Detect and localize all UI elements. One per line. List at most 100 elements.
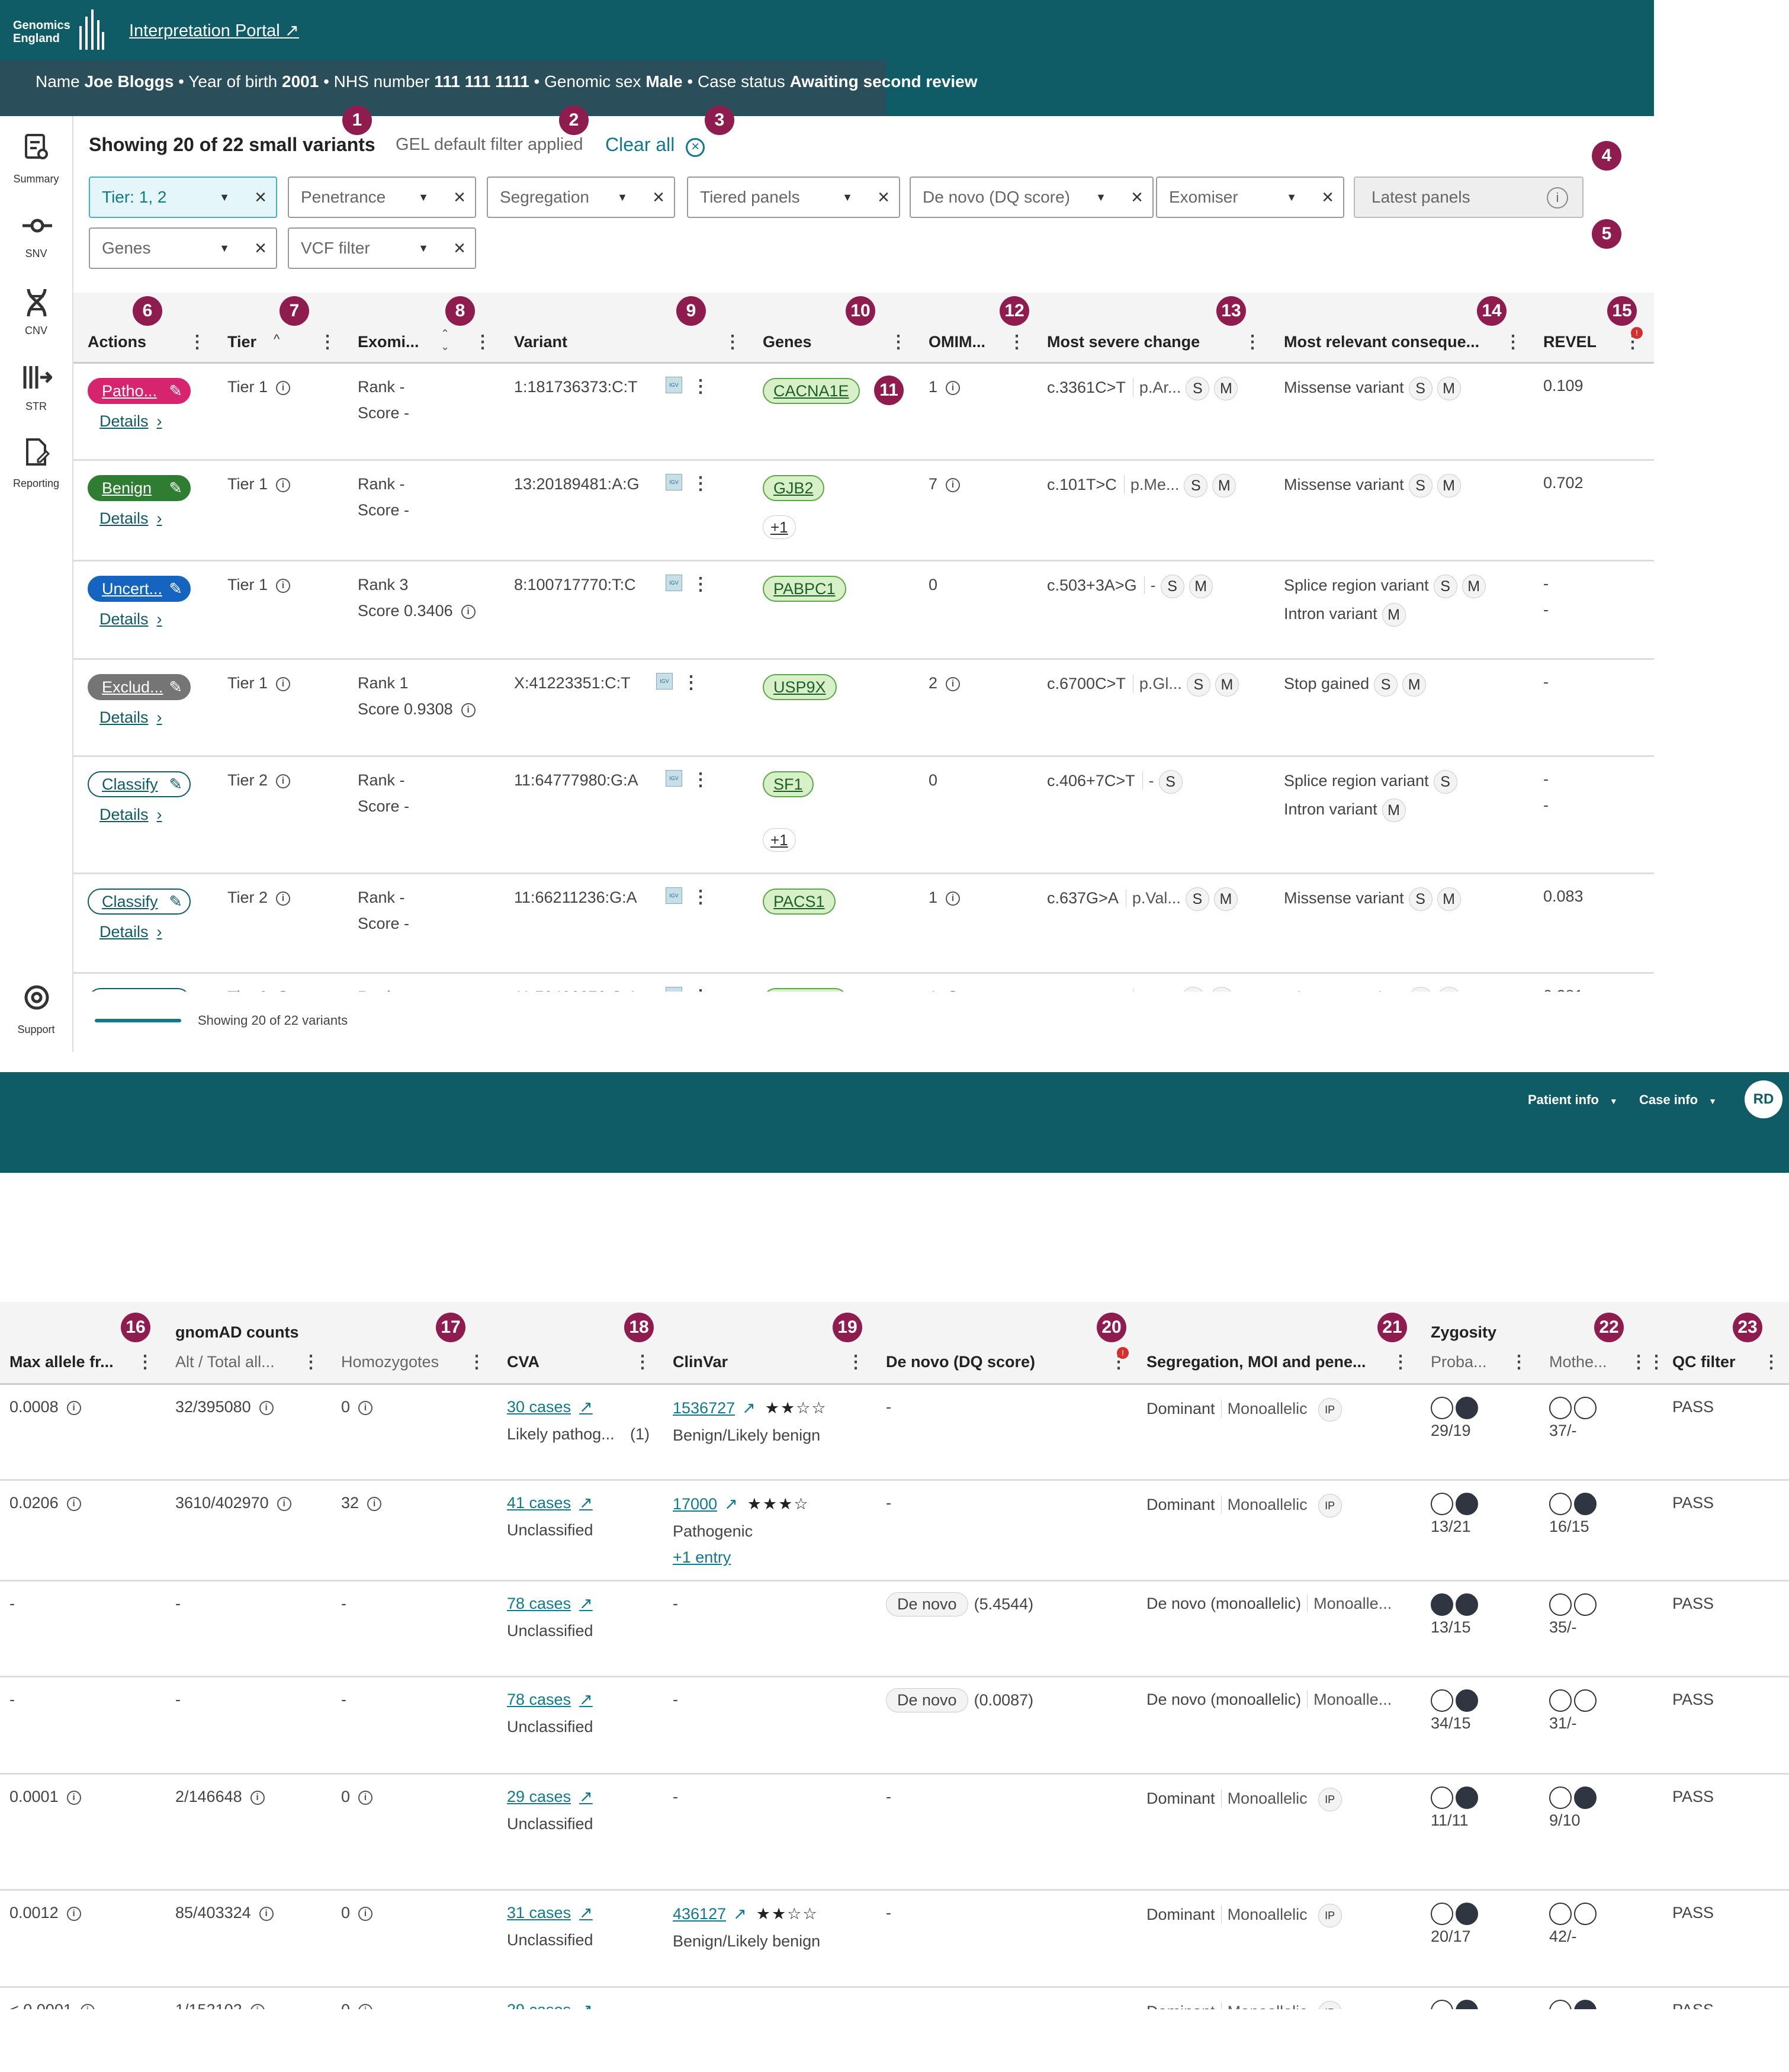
details-link[interactable]: Details › [99, 610, 162, 628]
classify-button[interactable]: Classify✎ [88, 889, 191, 915]
genomics-england-logo[interactable]: Genomics England [13, 8, 104, 52]
variant-id[interactable]: X:41223351:C:T [514, 674, 631, 692]
info-icon[interactable]: i [80, 2003, 95, 2009]
variant-id[interactable]: 11:64777980:G:A [514, 771, 638, 789]
gene-pill[interactable]: SHANK2 [763, 988, 849, 992]
details-link[interactable]: Details › [99, 923, 162, 941]
variant-id[interactable]: 13:20189481:A:G [514, 475, 640, 493]
info-icon[interactable]: i [946, 891, 961, 906]
column-menu-icon[interactable]: ⋮ [319, 332, 336, 352]
col-segregation[interactable]: Segregation, MOI and pene... [1146, 1353, 1366, 1371]
info-icon[interactable]: i [276, 676, 291, 691]
info-icon[interactable]: i [946, 990, 961, 992]
col-cva[interactable]: CVA [507, 1353, 540, 1371]
clinvar-more-link[interactable]: +1 entry [673, 1548, 731, 1566]
col-max-allele-freq[interactable]: Max allele fr... [9, 1353, 114, 1371]
details-link[interactable]: Details › [99, 509, 162, 528]
info-icon[interactable]: i [367, 1496, 382, 1511]
column-menu-icon[interactable]: ⋮ [889, 332, 907, 352]
variant-menu-icon[interactable]: ⋮ [682, 673, 700, 692]
classify-button[interactable]: Classify✎ [88, 771, 191, 797]
sidebar-item-summary[interactable]: Summary [0, 134, 72, 193]
info-icon[interactable]: i [259, 1400, 274, 1415]
cva-link[interactable]: 41 cases ↗ [507, 1494, 593, 1512]
interpretation-portal-link[interactable]: Interpretation Portal ↗ [129, 20, 299, 41]
close-icon[interactable]: × [1322, 186, 1334, 209]
clinvar-link[interactable]: 1536727 ↗ ★★☆☆ [673, 1399, 827, 1417]
filter-tiered-panels[interactable]: Tiered panels ▼ × [687, 177, 900, 218]
col-revel[interactable]: REVEL [1543, 333, 1597, 351]
variant-id[interactable]: 11:70486376:G:A [514, 988, 638, 992]
col-homozygotes[interactable]: Homozygotes [341, 1353, 439, 1371]
info-icon[interactable]: i [66, 1790, 81, 1805]
more-genes-pill[interactable]: +1 [763, 515, 796, 539]
igv-icon[interactable]: IGV [666, 377, 682, 393]
column-menu-icon[interactable]: ⋮ [1510, 1352, 1528, 1372]
cva-link[interactable]: 29 cases ↗ [507, 2001, 593, 2009]
info-icon[interactable]: i [276, 380, 291, 395]
info-icon[interactable]: i [276, 891, 291, 906]
column-menu-icon[interactable]: ⋮ [468, 1352, 486, 1372]
col-clinvar[interactable]: ClinVar [673, 1353, 728, 1371]
variant-menu-icon[interactable]: ⋮ [692, 575, 709, 594]
igv-icon[interactable]: IGV [666, 987, 682, 992]
close-icon[interactable]: × [454, 237, 465, 259]
gene-pill[interactable]: USP9X [763, 674, 837, 700]
cva-link[interactable]: 30 cases ↗ [507, 1398, 593, 1416]
info-icon[interactable]: i [276, 774, 291, 788]
filter-genes[interactable]: Genes ▼ × [89, 227, 277, 269]
drag-handle-icon[interactable]: ⋮⋮ [1630, 1352, 1665, 1372]
close-icon[interactable]: × [255, 186, 266, 209]
sidebar-item-support[interactable]: Support [0, 984, 72, 1044]
sort-asc-icon[interactable]: ^ [274, 332, 280, 347]
close-icon[interactable]: × [255, 237, 266, 259]
variant-menu-icon[interactable]: ⋮ [692, 377, 709, 396]
variant-id[interactable]: 1:181736373:C:T [514, 378, 638, 396]
info-icon[interactable]: i [250, 1790, 265, 1805]
col-exomiser[interactable]: Exomi... [358, 333, 419, 351]
close-icon[interactable]: × [1131, 186, 1143, 209]
column-menu-icon[interactable]: ⋮ [1392, 1352, 1409, 1372]
clinvar-link[interactable]: 17000 ↗ ★★★☆ [673, 1495, 810, 1513]
cva-link[interactable]: 78 cases ↗ [507, 1595, 593, 1613]
classify-button[interactable]: Classify✎ [88, 988, 191, 992]
info-icon[interactable]: i [259, 1906, 274, 1921]
column-menu-icon[interactable]: ⋮ [724, 332, 741, 352]
filter-vcf[interactable]: VCF filter ▼ × [288, 227, 476, 269]
variant-menu-icon[interactable]: ⋮ [692, 887, 709, 907]
clear-all-button[interactable]: Clear all × [605, 134, 705, 157]
classify-button[interactable]: Patho... ✎ [88, 378, 191, 404]
column-menu-icon[interactable]: ⋮ [634, 1352, 651, 1372]
sort-icon[interactable]: ⌃ ⌄ [441, 328, 450, 352]
info-icon[interactable]: i [358, 2003, 373, 2009]
sidebar-item-str[interactable]: STR [0, 364, 72, 423]
case-info-menu[interactable]: Case info ▼ [1639, 1092, 1717, 1108]
info-icon[interactable]: i [358, 1906, 373, 1921]
clinvar-link[interactable]: 436127 ↗ ★★☆☆ [673, 1905, 818, 1923]
col-most-relevant-consequence[interactable]: Most relevant conseque... [1284, 333, 1480, 351]
variant-menu-icon[interactable]: ⋮ [692, 988, 709, 992]
more-genes-pill[interactable]: +1 [763, 828, 796, 852]
info-icon[interactable]: i [66, 1496, 81, 1511]
info-icon[interactable]: i [276, 578, 291, 593]
col-mother[interactable]: Mothe... [1549, 1353, 1607, 1371]
column-menu-icon[interactable]: ⋮ [847, 1352, 865, 1372]
gene-pill[interactable]: PACS1 [763, 889, 836, 915]
column-menu-icon[interactable]: ⋮ [1504, 332, 1522, 352]
cva-link[interactable]: 29 cases ↗ [507, 1788, 593, 1806]
column-menu-icon[interactable]: ⋮ [188, 332, 206, 352]
close-icon[interactable]: × [878, 186, 889, 209]
gene-pill[interactable]: CACNA1E [763, 378, 860, 404]
igv-icon[interactable]: IGV [666, 770, 682, 787]
info-icon[interactable]: i [946, 477, 961, 492]
column-menu-icon[interactable]: ⋮ [474, 332, 492, 352]
info-icon[interactable]: i [276, 990, 291, 992]
column-menu-icon[interactable]: ⋮ [1008, 332, 1026, 352]
col-proband[interactable]: Proba... [1431, 1353, 1487, 1371]
column-menu-icon[interactable]: ⋮ [136, 1352, 154, 1372]
variant-menu-icon[interactable]: ⋮ [692, 474, 709, 493]
classify-button[interactable]: Benign ✎ [88, 475, 191, 501]
classify-button[interactable]: Uncert... ✎ [88, 576, 191, 602]
gene-pill[interactable]: PABPC1 [763, 576, 846, 602]
column-menu-icon[interactable]: ⋮ [1762, 1352, 1780, 1372]
